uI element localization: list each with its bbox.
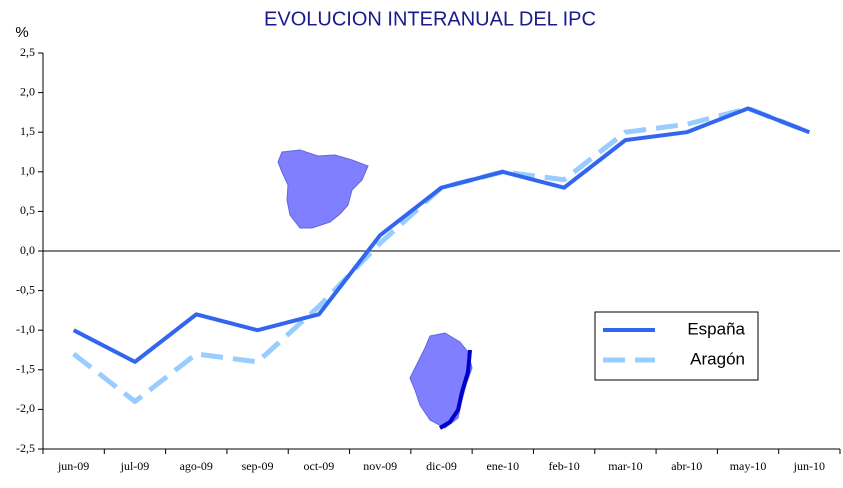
chart-title: EVOLUCION INTERANUAL DEL IPC <box>264 8 596 30</box>
spain-map <box>277 149 369 229</box>
x-tick-label: ago-09 <box>180 459 213 473</box>
x-tick-label: dic-09 <box>426 459 457 473</box>
y-tick-label: -1,5 <box>16 362 35 376</box>
y-tick-label: 1,0 <box>20 164 35 178</box>
legend-label: Aragón <box>690 349 745 368</box>
y-tick-label: 2,5 <box>20 45 35 59</box>
series-line <box>72 106 811 364</box>
x-tick-label: ene-10 <box>486 459 519 473</box>
y-tick-label: 1,5 <box>20 124 35 138</box>
legend-label: España <box>687 319 745 338</box>
y-tick-label: 0,0 <box>20 243 35 257</box>
y-axis-label: % <box>15 24 28 41</box>
x-tick-label: jun-09 <box>57 459 89 473</box>
y-tick-label: -2,0 <box>16 401 35 415</box>
aragon-map <box>409 332 473 429</box>
y-tick-label: -2,5 <box>16 441 35 455</box>
x-tick-label: sep-09 <box>242 459 274 473</box>
x-tick-label: may-10 <box>730 459 767 473</box>
y-tick-label: -1,0 <box>16 322 35 336</box>
x-tick-label: oct-09 <box>304 459 335 473</box>
x-tick-label: jul-09 <box>120 459 150 473</box>
y-tick-label: 2,0 <box>20 84 35 98</box>
x-tick-label: jun-10 <box>793 459 825 473</box>
x-tick-label: mar-10 <box>608 459 642 473</box>
y-tick-label: 0,5 <box>20 203 35 217</box>
legend-box <box>594 311 759 381</box>
x-tick-label: feb-10 <box>548 459 579 473</box>
x-tick-label: nov-09 <box>363 459 397 473</box>
x-tick-label: abr-10 <box>671 459 702 473</box>
aragon-edge <box>438 349 472 430</box>
y-tick-label: -0,5 <box>16 282 35 296</box>
